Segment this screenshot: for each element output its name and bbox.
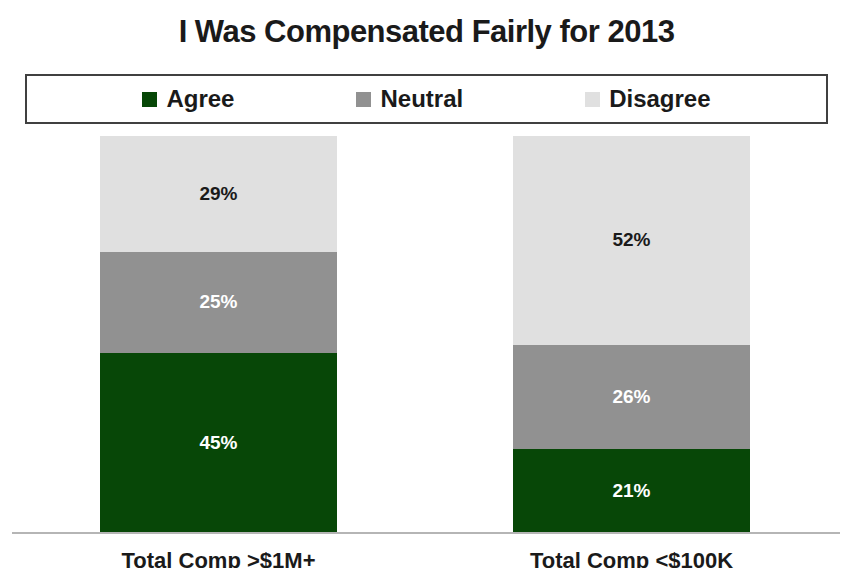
category-label-total-comp-100k: Total Comp <$100K — [513, 548, 750, 568]
category-label-total-comp-1m: Total Comp >$1M+ — [100, 548, 337, 568]
segment-value-label: 52% — [612, 229, 650, 251]
segment-value-label: 25% — [199, 291, 237, 313]
bar-segment-neutral: 26% — [513, 345, 750, 449]
chart-page: I Was Compensated Fairly for 2013 Agree … — [0, 0, 853, 568]
segment-value-label: 21% — [612, 480, 650, 502]
stacked-bar-total-comp-1m: 29% 25% 45% — [100, 136, 337, 533]
bar-segment-agree: 21% — [513, 449, 750, 533]
bar-segment-neutral: 25% — [100, 252, 337, 352]
bar-segment-disagree: 29% — [100, 136, 337, 252]
segment-value-label: 26% — [612, 386, 650, 408]
x-axis-line — [12, 532, 840, 534]
segment-value-label: 45% — [199, 432, 237, 454]
bar-segment-agree: 45% — [100, 353, 337, 533]
segment-value-label: 29% — [199, 183, 237, 205]
plot-area: 29% 25% 45% 52% 26% 21% Total Comp >$1M+ Tot… — [0, 0, 853, 568]
stacked-bar-total-comp-100k: 52% 26% 21% — [513, 136, 750, 533]
bar-segment-disagree: 52% — [513, 136, 750, 345]
